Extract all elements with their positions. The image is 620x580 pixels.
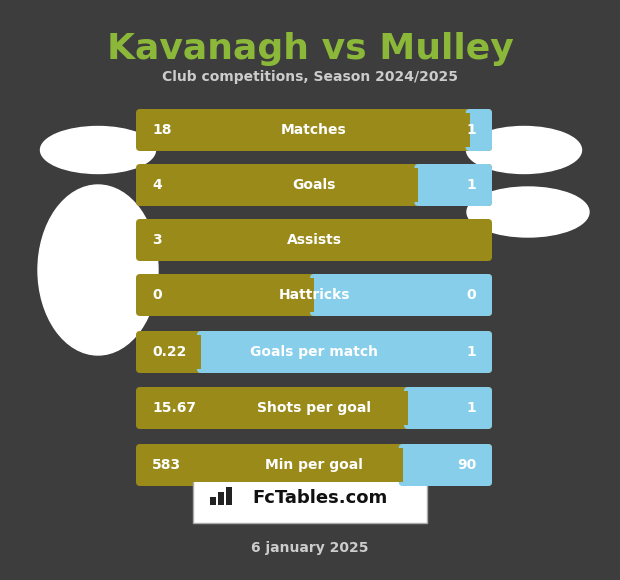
Text: 4: 4 (152, 178, 162, 192)
Text: 90: 90 (457, 458, 476, 472)
FancyBboxPatch shape (136, 444, 492, 486)
FancyBboxPatch shape (404, 387, 492, 429)
FancyBboxPatch shape (140, 168, 419, 202)
Text: 18: 18 (152, 123, 172, 137)
Text: Goals per match: Goals per match (250, 345, 378, 359)
Text: Assists: Assists (286, 233, 342, 247)
FancyBboxPatch shape (414, 164, 492, 206)
Text: 0: 0 (466, 288, 476, 302)
Text: Goals: Goals (292, 178, 335, 192)
Ellipse shape (40, 126, 156, 173)
FancyBboxPatch shape (136, 164, 492, 206)
Text: 1: 1 (466, 345, 476, 359)
Text: Club competitions, Season 2024/2025: Club competitions, Season 2024/2025 (162, 70, 458, 84)
Text: 3: 3 (152, 233, 162, 247)
Text: Hattricks: Hattricks (278, 288, 350, 302)
Text: 15.67: 15.67 (152, 401, 196, 415)
Text: 0.22: 0.22 (152, 345, 187, 359)
Ellipse shape (466, 126, 582, 173)
FancyBboxPatch shape (399, 444, 492, 486)
Ellipse shape (38, 185, 158, 355)
Text: 0: 0 (152, 288, 162, 302)
FancyBboxPatch shape (197, 331, 492, 373)
Text: 1: 1 (466, 123, 476, 137)
Bar (210, 497, 216, 505)
FancyBboxPatch shape (140, 391, 408, 425)
Text: 6 january 2025: 6 january 2025 (251, 541, 369, 555)
Bar (218, 492, 224, 505)
Bar (226, 487, 232, 505)
FancyBboxPatch shape (140, 278, 314, 312)
FancyBboxPatch shape (140, 335, 201, 369)
Text: 583: 583 (152, 458, 181, 472)
FancyBboxPatch shape (310, 274, 492, 316)
FancyBboxPatch shape (140, 448, 403, 482)
Text: Kavanagh vs Mulley: Kavanagh vs Mulley (107, 32, 513, 66)
FancyBboxPatch shape (136, 219, 492, 261)
Text: 1: 1 (466, 401, 476, 415)
Ellipse shape (467, 187, 589, 237)
FancyBboxPatch shape (136, 109, 492, 151)
Text: 1: 1 (466, 178, 476, 192)
Text: FcTables.com: FcTables.com (252, 489, 388, 507)
FancyBboxPatch shape (466, 109, 492, 151)
FancyBboxPatch shape (193, 473, 427, 523)
FancyBboxPatch shape (136, 387, 492, 429)
Text: Min per goal: Min per goal (265, 458, 363, 472)
Text: Matches: Matches (281, 123, 347, 137)
Text: Shots per goal: Shots per goal (257, 401, 371, 415)
FancyBboxPatch shape (140, 113, 469, 147)
FancyBboxPatch shape (136, 274, 492, 316)
FancyBboxPatch shape (136, 331, 492, 373)
